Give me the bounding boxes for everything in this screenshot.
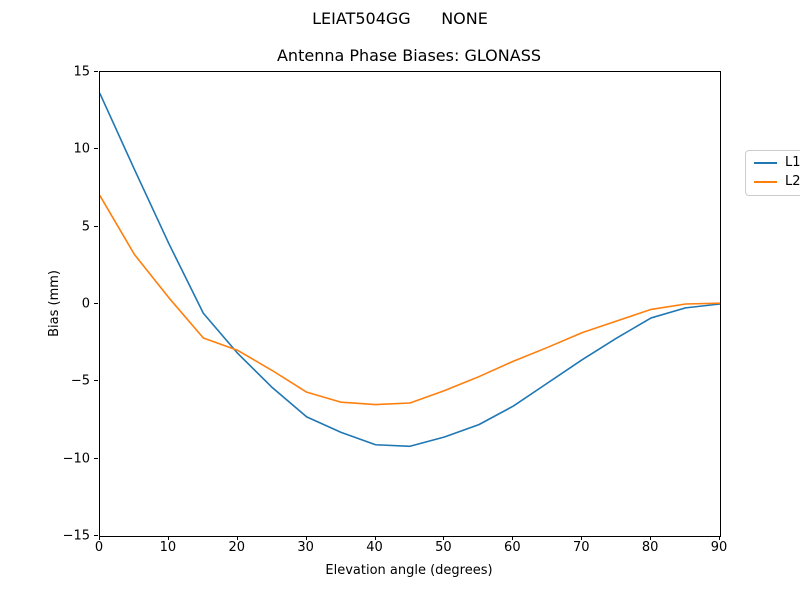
x-tick-mark <box>443 536 445 540</box>
legend-label: L2 <box>785 174 800 190</box>
x-axis-label: Elevation angle (degrees) <box>325 563 493 578</box>
y-tick-mark <box>94 71 98 72</box>
y-tick-mark <box>94 457 98 459</box>
x-tick-label: 20 <box>228 540 246 555</box>
x-tick-mark <box>581 536 583 540</box>
legend-line-swatch <box>754 181 777 184</box>
x-tick-label: 0 <box>94 540 104 555</box>
y-tick-mark <box>94 303 98 304</box>
x-tick-mark <box>719 536 720 540</box>
x-tick-mark <box>650 536 652 540</box>
x-tick-label: 80 <box>641 540 659 555</box>
legend-line-swatch <box>754 162 777 165</box>
y-tick-label: −15 <box>62 528 90 544</box>
line-chart-svg <box>100 92 720 448</box>
x-tick-mark <box>236 536 238 540</box>
x-tick-label: 90 <box>710 540 728 555</box>
y-tick-mark <box>94 225 98 227</box>
axes-title: Antenna Phase Biases: GLONASS <box>276 46 541 65</box>
series-line-L2 <box>100 194 720 406</box>
x-tick-label: 10 <box>159 540 177 555</box>
y-tick-label: −10 <box>62 451 90 467</box>
y-tick-label: −5 <box>70 373 90 389</box>
x-tick-mark <box>512 536 514 540</box>
y-tick-label: 5 <box>81 219 90 235</box>
legend-entry-L2: L2 <box>754 174 800 190</box>
y-tick-mark <box>94 380 98 382</box>
x-tick-mark <box>167 536 169 540</box>
x-tick-mark <box>99 536 100 540</box>
legend: L1 L2 <box>745 150 800 196</box>
x-tick-label: 60 <box>504 540 521 555</box>
x-tick-label: 50 <box>435 540 452 555</box>
y-tick-mark <box>94 535 98 536</box>
y-tick-mark <box>94 148 98 150</box>
y-tick-label: 10 <box>73 141 90 157</box>
legend-entry-L1: L1 <box>754 155 800 170</box>
series-line-L1 <box>100 92 720 448</box>
x-tick-mark <box>305 536 307 540</box>
y-tick-label: 15 <box>73 64 90 80</box>
x-tick-label: 30 <box>297 540 314 555</box>
x-tick-label: 70 <box>572 540 590 555</box>
x-tick-label: 40 <box>366 540 383 555</box>
y-tick-label: 0 <box>81 296 90 312</box>
figure-suptitle: LEIAT504GG NONE <box>312 9 488 28</box>
plot-area: L1 L2 <box>99 71 800 537</box>
x-tick-mark <box>374 536 376 540</box>
legend-label: L1 <box>785 155 800 170</box>
